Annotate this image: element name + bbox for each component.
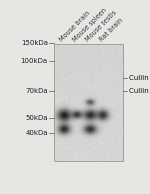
Text: 50kDa: 50kDa — [25, 115, 48, 121]
Text: 150kDa: 150kDa — [21, 40, 48, 46]
Bar — [54, 44, 123, 161]
Text: 40kDa: 40kDa — [25, 130, 48, 136]
Text: Cullin 3: Cullin 3 — [129, 75, 150, 81]
Text: Mouse brain: Mouse brain — [58, 10, 91, 43]
Text: 70kDa: 70kDa — [25, 88, 48, 94]
Text: Cullin 3: Cullin 3 — [129, 88, 150, 94]
Text: Mouse spleen: Mouse spleen — [71, 7, 107, 43]
Text: Rat brain: Rat brain — [98, 17, 124, 43]
Text: 100kDa: 100kDa — [21, 58, 48, 64]
Text: Mouse testis: Mouse testis — [85, 9, 118, 43]
